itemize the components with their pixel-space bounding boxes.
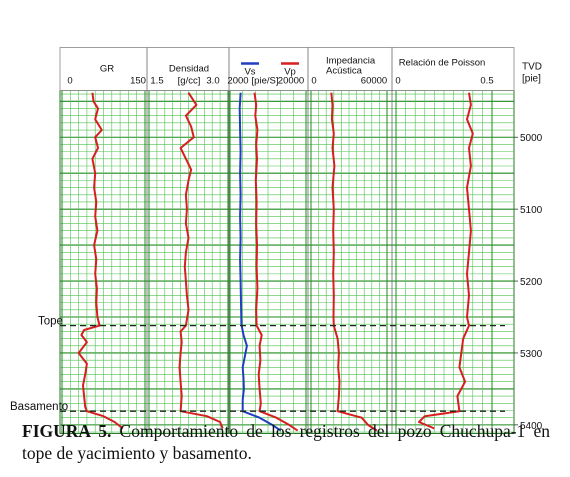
depth-tick-label: 5400	[520, 421, 543, 432]
legend-label-vp: Vp	[284, 67, 296, 78]
scale-label-min: 0	[67, 76, 72, 87]
caption-text: Comportamiento de los registros del pozo…	[22, 421, 550, 463]
annotation-label: Basamento	[10, 401, 68, 413]
depth-axis-label-line2: [pie]	[522, 74, 541, 85]
annotations: Tope Basamento	[10, 316, 505, 413]
curve-gr	[77, 92, 124, 430]
curve-densidad	[178, 92, 224, 429]
scale-label-max: 20000	[278, 76, 304, 87]
depth-axis: TVD [pie] 5000 5100 5200 5300 5400	[514, 62, 543, 432]
depth-tick-label: 5000	[520, 133, 543, 144]
figure-caption: FIGURA 5. Comportamiento de los registro…	[22, 420, 550, 464]
track-title: Impedancia	[326, 56, 376, 67]
curve-vp	[253, 92, 299, 432]
scale-label-min: 2000	[227, 76, 248, 87]
depth-tick-label: 5200	[520, 277, 543, 288]
curve-vs	[238, 92, 282, 432]
header-box	[59, 47, 515, 91]
log-curves	[77, 92, 474, 432]
curve-impedancia-ac-stica	[330, 92, 378, 432]
depth-tick-label: 5100	[520, 205, 543, 216]
track-title: Acústica	[326, 66, 363, 77]
track-unit: [g/cc]	[178, 76, 201, 87]
grid-layer	[59, 90, 515, 434]
scale-label-min: 0	[395, 76, 400, 87]
caption-label: FIGURA 5.	[22, 421, 112, 441]
track-title: Densidad	[169, 64, 209, 75]
scale-label-max: 3.0	[206, 76, 219, 87]
scale-label-min: 1.5	[150, 76, 163, 87]
scale-label-max: 60000	[361, 76, 387, 87]
legend-label-vs: Vs	[244, 67, 255, 78]
annotation-label: Tope	[38, 316, 63, 328]
track-title: GR	[100, 64, 114, 75]
depth-tick-label: 5300	[520, 349, 543, 360]
plot-area	[59, 90, 515, 434]
curve-relaci-n-de-poisson	[418, 92, 474, 430]
track-unit: [pie/S]	[252, 76, 279, 87]
depth-axis-label-line1: TVD	[522, 62, 542, 73]
scale-label-max: 150	[130, 76, 146, 87]
track-title: Relación de Poisson	[399, 58, 486, 69]
scale-label-max: 0.5	[480, 76, 493, 87]
scale-label-min: 0	[311, 76, 316, 87]
